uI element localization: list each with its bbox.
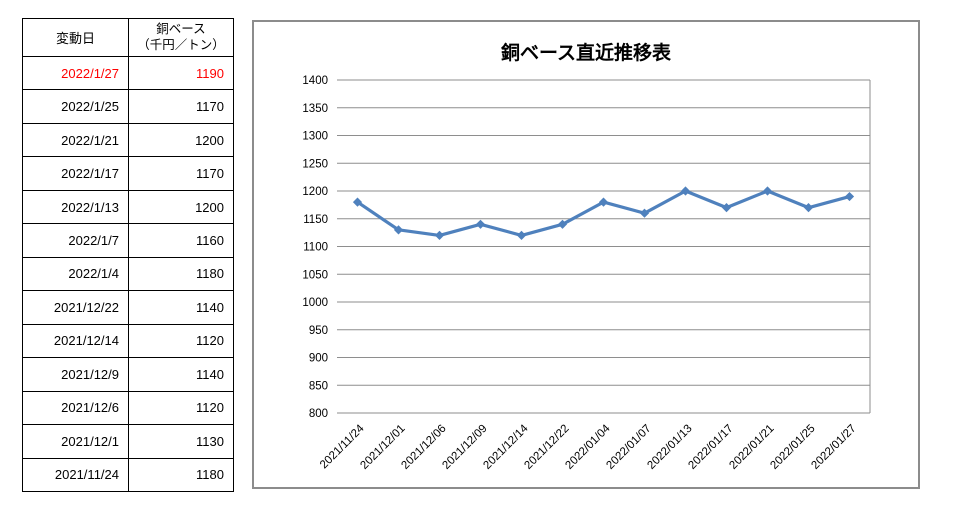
y-axis-tick-label: 1100	[303, 242, 328, 254]
table-cell-date: 2022/1/13	[61, 199, 119, 215]
table-header-row: 変動日 銅ベース （千円／トン）	[23, 19, 233, 56]
x-axis-tick-label: 2022/01/27	[809, 423, 858, 472]
price-table: 変動日 銅ベース （千円／トン） 2022/1/27 1190 2022/1/25 1…	[22, 18, 234, 492]
table-row: 2022/1/25 1170	[23, 89, 233, 123]
data-point-marker	[352, 197, 363, 207]
y-axis-tick-label: 950	[309, 325, 328, 337]
table-row: 2021/12/1 1130	[23, 424, 233, 458]
y-axis-tick-label: 1350	[302, 103, 328, 115]
data-point-marker	[434, 230, 445, 240]
table-cell-date: 2022/1/21	[61, 132, 119, 148]
y-axis-tick-label: 1250	[302, 158, 328, 170]
table-header-value-label: 銅ベース （千円／トン）	[137, 21, 225, 52]
table-cell-date: 2022/1/17	[61, 166, 119, 182]
data-point-marker	[393, 225, 404, 235]
table-cell-value: 1160	[128, 224, 233, 257]
table-row: 2022/1/27 1190	[23, 56, 233, 90]
table-cell-value: 1170	[128, 90, 233, 123]
table-cell-value: 1130	[128, 425, 233, 458]
table-cell-value: 1120	[128, 324, 233, 358]
table-row: 2021/12/9 1140	[23, 357, 233, 391]
table-cell-date: 2022/1/4	[68, 266, 119, 282]
table-row: 2022/1/7 1160	[23, 223, 233, 257]
table-row: 2021/11/24 1180	[23, 457, 233, 491]
table-cell-value: 1170	[128, 157, 233, 190]
table-cell-date: 2022/1/7	[68, 233, 119, 249]
table-row: 2022/1/17 1170	[23, 156, 233, 190]
y-axis-tick-label: 900	[309, 353, 328, 365]
y-axis-tick-label: 800	[309, 408, 328, 420]
data-point-marker	[516, 230, 527, 240]
chart-title: 銅ベース直近推移表	[501, 41, 672, 64]
table-cell-value: 1200	[128, 190, 233, 224]
data-point-marker	[803, 203, 814, 213]
chart-area: 800 850 900 950 1000 1050 1100 1150 1200 1250 1300…	[252, 20, 920, 489]
table-cell-date: 2021/12/1	[61, 433, 119, 449]
table-row: 2022/1/13 1200	[23, 189, 233, 224]
table-header-value: 銅ベース （千円／トン）	[128, 19, 233, 56]
y-axis-tick-label: 1150	[303, 214, 328, 226]
table-row: 2021/12/6 1120	[23, 390, 233, 425]
table-row: 2022/1/21 1200	[23, 122, 233, 157]
table-cell-value: 1120	[128, 391, 233, 425]
data-point-marker	[844, 191, 855, 202]
table-row: 2021/12/14 1120	[23, 323, 233, 358]
data-point-marker	[721, 203, 732, 213]
data-point-marker	[557, 219, 568, 229]
table-cell-value: 1180	[128, 257, 233, 291]
table-cell-value: 1190	[128, 57, 233, 90]
table-row: 2021/12/22 1140	[23, 290, 233, 324]
data-point-marker	[598, 197, 609, 207]
data-point-marker	[639, 208, 650, 218]
y-axis-tick-label: 1300	[302, 131, 328, 143]
table-row: 2022/1/4 1180	[23, 256, 233, 291]
table-cell-date: 2021/11/24	[54, 467, 119, 483]
y-axis-tick-label: 850	[309, 380, 328, 392]
y-axis-tick-label: 1200	[302, 186, 328, 198]
data-point-marker	[680, 186, 691, 196]
table-cell-date: 2021/12/9	[61, 366, 119, 382]
table-cell-date: 2021/12/22	[53, 299, 119, 315]
table-cell-value: 1140	[128, 358, 233, 391]
y-axis-tick-label: 1000	[302, 297, 328, 309]
table-cell-value: 1140	[128, 291, 233, 324]
line-chart: 800 850 900 950 1000 1050 1100 1150 1200 1250 1300…	[302, 41, 871, 472]
table-cell-date: 2021/12/6	[61, 400, 119, 416]
table-cell-date: 2022/1/27	[61, 65, 119, 81]
table-cell-date: 2021/12/14	[53, 333, 119, 349]
table-cell-value: 1180	[128, 458, 233, 491]
table-cell-date: 2022/1/25	[61, 99, 119, 115]
y-axis-tick-label: 1050	[302, 269, 328, 281]
table-header-date: 変動日	[23, 19, 128, 56]
table-cell-value: 1200	[128, 123, 233, 157]
data-point-marker	[475, 219, 486, 229]
table-header-date-label: 変動日	[55, 31, 95, 46]
y-axis-tick-label: 1400	[302, 75, 328, 87]
data-point-marker	[762, 186, 773, 196]
